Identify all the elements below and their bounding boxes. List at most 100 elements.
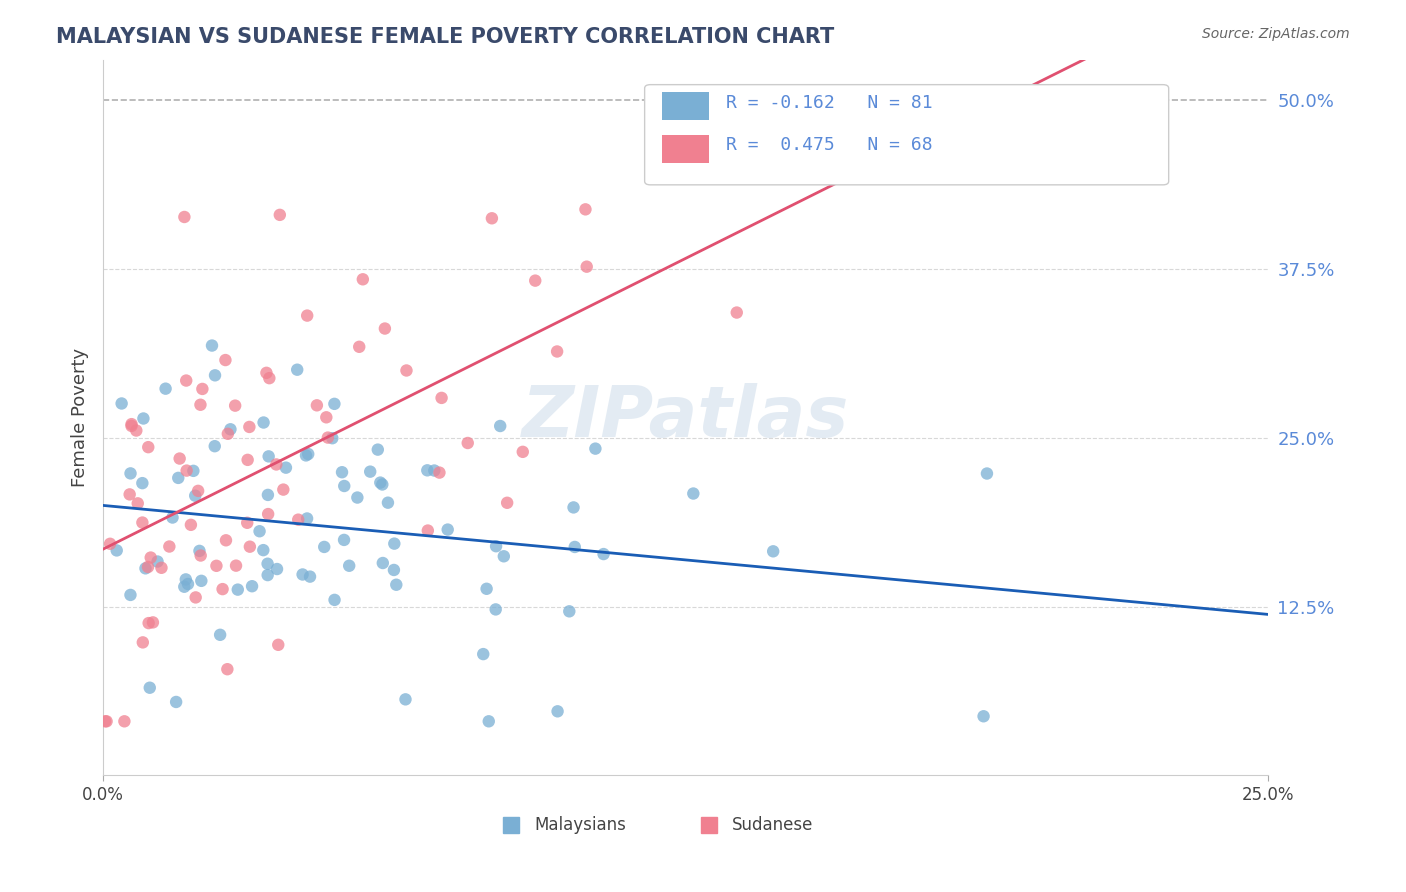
Point bbox=[298, 569, 321, 583]
Point bbox=[214, 353, 236, 368]
Point bbox=[333, 479, 356, 493]
Point bbox=[256, 568, 278, 582]
Point bbox=[481, 211, 503, 226]
Point bbox=[155, 382, 177, 396]
Point bbox=[564, 540, 586, 554]
Point bbox=[323, 593, 346, 607]
Point bbox=[416, 524, 439, 538]
Point bbox=[150, 561, 173, 575]
Point bbox=[174, 573, 197, 587]
Bar bbox=[662, 92, 709, 120]
Point bbox=[190, 574, 212, 588]
Point bbox=[239, 540, 262, 554]
Point bbox=[132, 411, 155, 425]
Point bbox=[524, 274, 547, 288]
Point bbox=[259, 371, 281, 385]
Point bbox=[256, 366, 278, 380]
Point bbox=[121, 419, 143, 434]
Point bbox=[257, 507, 280, 521]
Point bbox=[274, 460, 297, 475]
Point bbox=[142, 615, 165, 630]
Point bbox=[225, 558, 247, 573]
Y-axis label: Female Poverty: Female Poverty bbox=[72, 348, 89, 487]
Point bbox=[512, 445, 534, 459]
Point bbox=[321, 431, 343, 445]
Point bbox=[330, 465, 353, 479]
Point bbox=[211, 582, 233, 596]
Point bbox=[204, 439, 226, 453]
Point bbox=[333, 533, 356, 547]
Point bbox=[173, 210, 195, 224]
Point bbox=[562, 500, 585, 515]
Point bbox=[295, 511, 318, 525]
Point bbox=[205, 558, 228, 573]
Point bbox=[436, 523, 458, 537]
Point bbox=[489, 419, 512, 434]
Point bbox=[204, 368, 226, 383]
Point bbox=[96, 714, 118, 729]
Text: ZIPatlas: ZIPatlas bbox=[522, 383, 849, 452]
Point bbox=[184, 489, 207, 503]
Point bbox=[187, 483, 209, 498]
Point bbox=[395, 363, 418, 377]
Point bbox=[371, 556, 394, 570]
Point bbox=[429, 466, 451, 480]
Point bbox=[558, 604, 581, 618]
Point bbox=[132, 635, 155, 649]
Point bbox=[252, 543, 274, 558]
Point bbox=[337, 558, 360, 573]
Point bbox=[131, 516, 153, 530]
Point bbox=[496, 496, 519, 510]
Point bbox=[257, 450, 280, 464]
Point bbox=[347, 340, 370, 354]
Point bbox=[169, 451, 191, 466]
Point bbox=[118, 487, 141, 501]
Point bbox=[973, 709, 995, 723]
Point bbox=[492, 549, 515, 564]
Point bbox=[177, 577, 200, 591]
Point bbox=[236, 453, 259, 467]
Point bbox=[257, 488, 280, 502]
Point bbox=[105, 543, 128, 558]
Point bbox=[267, 638, 290, 652]
Point bbox=[180, 517, 202, 532]
Point bbox=[252, 416, 274, 430]
Point bbox=[394, 692, 416, 706]
Point bbox=[121, 417, 143, 431]
Text: Source: ZipAtlas.com: Source: ZipAtlas.com bbox=[1202, 27, 1350, 41]
Point bbox=[188, 544, 211, 558]
Point bbox=[217, 426, 239, 441]
Point bbox=[472, 647, 495, 661]
Point bbox=[174, 374, 197, 388]
Point bbox=[423, 463, 446, 477]
Point bbox=[359, 465, 381, 479]
Point bbox=[190, 549, 212, 563]
Point bbox=[226, 582, 249, 597]
Point bbox=[165, 695, 187, 709]
Point bbox=[183, 464, 205, 478]
Point bbox=[382, 536, 405, 550]
Point bbox=[574, 202, 596, 217]
Point bbox=[385, 578, 408, 592]
Point bbox=[217, 662, 239, 676]
Point bbox=[209, 628, 232, 642]
Point bbox=[346, 491, 368, 505]
Text: Malaysians: Malaysians bbox=[534, 816, 626, 834]
Point bbox=[136, 440, 159, 454]
Point bbox=[485, 602, 508, 616]
Point bbox=[485, 539, 508, 553]
Point bbox=[291, 567, 314, 582]
Point bbox=[285, 362, 308, 376]
Point bbox=[316, 431, 339, 445]
Bar bbox=[662, 135, 709, 163]
Point bbox=[219, 422, 242, 436]
Point bbox=[249, 524, 271, 539]
Point bbox=[287, 513, 309, 527]
Point bbox=[546, 344, 568, 359]
Point bbox=[273, 483, 295, 497]
Point bbox=[416, 463, 439, 477]
Point bbox=[120, 588, 142, 602]
Point bbox=[269, 208, 291, 222]
FancyBboxPatch shape bbox=[644, 85, 1168, 185]
Point bbox=[98, 537, 121, 551]
